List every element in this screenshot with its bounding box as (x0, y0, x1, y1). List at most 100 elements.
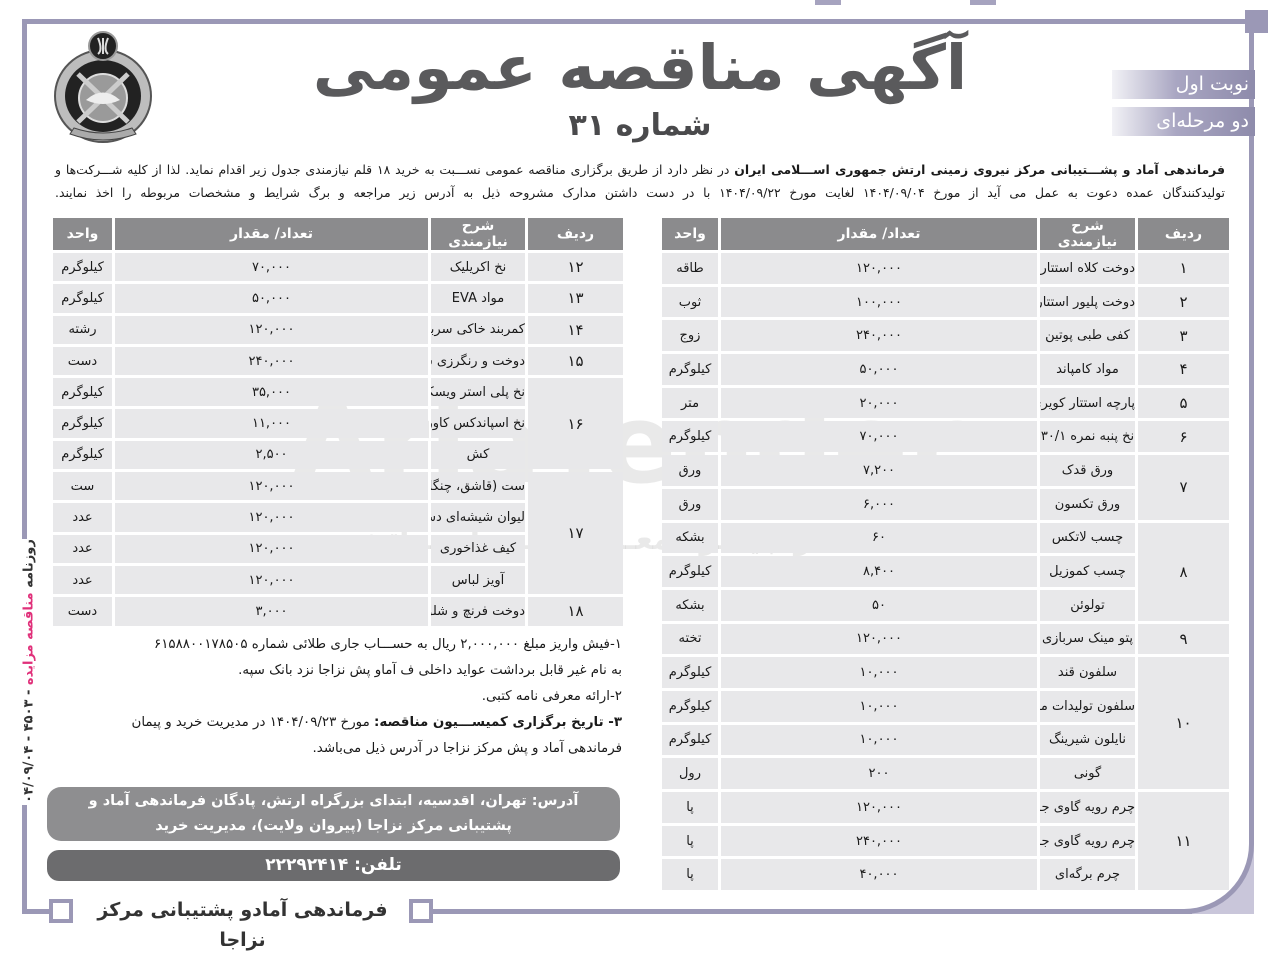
item-description: مواد کامپاند (1040, 354, 1135, 385)
frame-bottom (432, 909, 1192, 914)
row-number: ۱۰ (1138, 657, 1229, 789)
header-description: شرح نیازمندی (1040, 218, 1135, 250)
table-row: آویز لباس ۱۲۰,۰۰۰ عدد (53, 565, 623, 595)
row-number: ۱۲ (528, 253, 623, 282)
item-description: نخ پنبه نمره ۳۰/۱ (1040, 421, 1135, 453)
item-quantity: ۲۴۰,۰۰۰ (721, 320, 1037, 352)
item-quantity: ۱۲۰,۰۰۰ (721, 623, 1037, 655)
item-unit: کیلوگرم (662, 354, 718, 385)
item-description: دوخت فرنچ و شلوار با کلاه کاسکت مربوطه (431, 597, 525, 626)
item-description: چرم رویه گاوی جور یک (1040, 792, 1135, 823)
item-unit: رشته (53, 315, 112, 344)
item-unit: کیلوگرم (662, 556, 718, 587)
item-quantity: ۶۰ (721, 522, 1037, 554)
item-unit: ثوب (662, 286, 718, 318)
header-row-number: ردیف (528, 218, 623, 250)
note-1-cont: به نام غیر قابل برداشت عواید داخلی ف آما… (238, 663, 622, 678)
army-emblem-logo (48, 30, 158, 148)
item-quantity: ۳۵,۰۰۰ (115, 378, 428, 407)
item-description: ورق قدک (1040, 455, 1135, 486)
row-number: ۲ (1138, 286, 1229, 318)
item-quantity: ۵۰,۰۰۰ (115, 284, 428, 313)
table-row: گونی ۲۰۰ رول (662, 758, 1229, 789)
item-unit: پا (662, 792, 718, 823)
item-description: گونی (1040, 758, 1135, 789)
item-quantity: ۱۰۰,۰۰۰ (721, 286, 1037, 318)
item-unit: کیلوگرم (53, 284, 112, 313)
item-unit: متر (662, 387, 718, 419)
table-row: ورق تکسون ۶,۰۰۰ ورق (662, 488, 1229, 520)
item-description: کش (431, 440, 525, 470)
item-quantity: ۲۰۰ (721, 758, 1037, 789)
item-unit: کیلوگرم (662, 421, 718, 453)
row-number: ۱ (1138, 253, 1229, 284)
note-1: ۱-فیش واریز مبلغ ۲,۰۰۰,۰۰۰ ریال به حســـ… (154, 637, 622, 652)
item-description: کمربند خاکی سربازی با قلاب (431, 315, 525, 344)
footer-organization: فرماندهی آمادو پشتیبانی مرکز نزاجا (97, 899, 388, 951)
row-number: ۷ (1138, 455, 1229, 520)
row-number: ۱۸ (528, 597, 623, 626)
item-unit: کیلوگرم (53, 440, 112, 470)
item-description: چرم رویه گاوی جور دو (1040, 825, 1135, 857)
row-number: ۶ (1138, 421, 1229, 453)
frame-left-bottom (22, 805, 27, 913)
item-unit: دست (53, 346, 112, 376)
intro-line-1: فرماندهی آماد و پشـــتیبانی مرکز نیروی ز… (55, 159, 1225, 181)
item-quantity: ۲۰,۰۰۰ (721, 387, 1037, 419)
table-row: چرم برگه‌ای ۴۰,۰۰۰ پا (662, 859, 1229, 891)
item-description: کفی طبی پوتین (1040, 320, 1135, 352)
item-unit: زوج (662, 320, 718, 352)
item-unit: تخته (662, 623, 718, 655)
item-description: سلفون قند (1040, 657, 1135, 688)
header-quantity: تعداد/ مقدار (115, 218, 428, 250)
item-quantity: ۱۱,۰۰۰ (115, 409, 428, 438)
item-description: نخ اکریلیک (431, 253, 525, 282)
item-description: نخ پلی استر ویسکوز (431, 378, 525, 407)
table-row: ۴ مواد کامپاند ۵۰,۰۰۰ کیلوگرم (662, 354, 1229, 385)
item-unit: عدد (53, 565, 112, 595)
header-quantity: تعداد/ مقدار (721, 218, 1037, 250)
item-unit: دست (53, 597, 112, 626)
frame-right (1249, 20, 1254, 850)
intro-line-2: تولیدکنندگان عمده دعوت به عمل می آید از … (55, 182, 1225, 204)
page-title: آگهی مناقصه عمومی (312, 31, 968, 104)
item-unit: ورق (662, 455, 718, 486)
table-row: کیف غذاخوری ۱۲۰,۰۰۰ عدد (53, 534, 623, 563)
header-unit: واحد (53, 218, 112, 250)
item-description: دوخت پلیور استتار دیجیتال کویری سربازی (1040, 286, 1135, 318)
item-quantity: ۵۰ (721, 589, 1037, 621)
item-description: چسب لاتکس (1040, 522, 1135, 554)
frame-top (22, 19, 1254, 24)
address-line-1: آدرس: تهران، اقدسیه، ابتدای بزرگراه ارتش… (88, 793, 579, 809)
table-row: ۷ ورق قدک ۷,۲۰۰ ورق (662, 455, 1229, 520)
header-row-number: ردیف (1138, 218, 1229, 250)
top-tab (970, 0, 996, 5)
table-row: ۳ کفی طبی پوتین ۲۴۰,۰۰۰ زوج (662, 320, 1229, 352)
item-quantity: ۱۲۰,۰۰۰ (115, 315, 428, 344)
item-unit: رول (662, 758, 718, 789)
tender-number: شماره ۳۱ (568, 108, 712, 143)
item-description: ست (قاشق، چنگال و کارد) (431, 472, 525, 501)
item-quantity: ۲۴۰,۰۰۰ (115, 346, 428, 376)
item-unit: کیلوگرم (662, 690, 718, 722)
note-3-cont: فرماندهی آماد و پش مرکز نزاجا در آدرس ذی… (312, 741, 622, 756)
item-unit: ست (53, 472, 112, 501)
item-quantity: ۸,۴۰۰ (721, 556, 1037, 587)
table-row: تولوئن ۵۰ بشکه (662, 589, 1229, 621)
item-quantity: ۱۲۰,۰۰۰ (115, 534, 428, 563)
header-description: شرح نیازمندی (431, 218, 525, 250)
table-row: چسب کموزیل ۸,۴۰۰ کیلوگرم (662, 556, 1229, 587)
item-unit: طاقه (662, 253, 718, 284)
top-tab (815, 0, 841, 5)
address-box: آدرس: تهران، اقدسیه، ابتدای بزرگراه ارتش… (47, 787, 620, 841)
item-quantity: ۴۰,۰۰۰ (721, 859, 1037, 891)
table-row: ۸ چسب لاتکس ۶۰ بشکه (662, 522, 1229, 621)
item-description: لیوان شیشه‌ای دسته خور (431, 503, 525, 532)
item-quantity: ۷,۲۰۰ (721, 455, 1037, 486)
side-issue: - ۴۵۰۳ - ۰۴/۰۹/۰۴ (21, 685, 37, 803)
frame-square-left (49, 899, 73, 923)
item-unit: کیلوگرم (53, 253, 112, 282)
